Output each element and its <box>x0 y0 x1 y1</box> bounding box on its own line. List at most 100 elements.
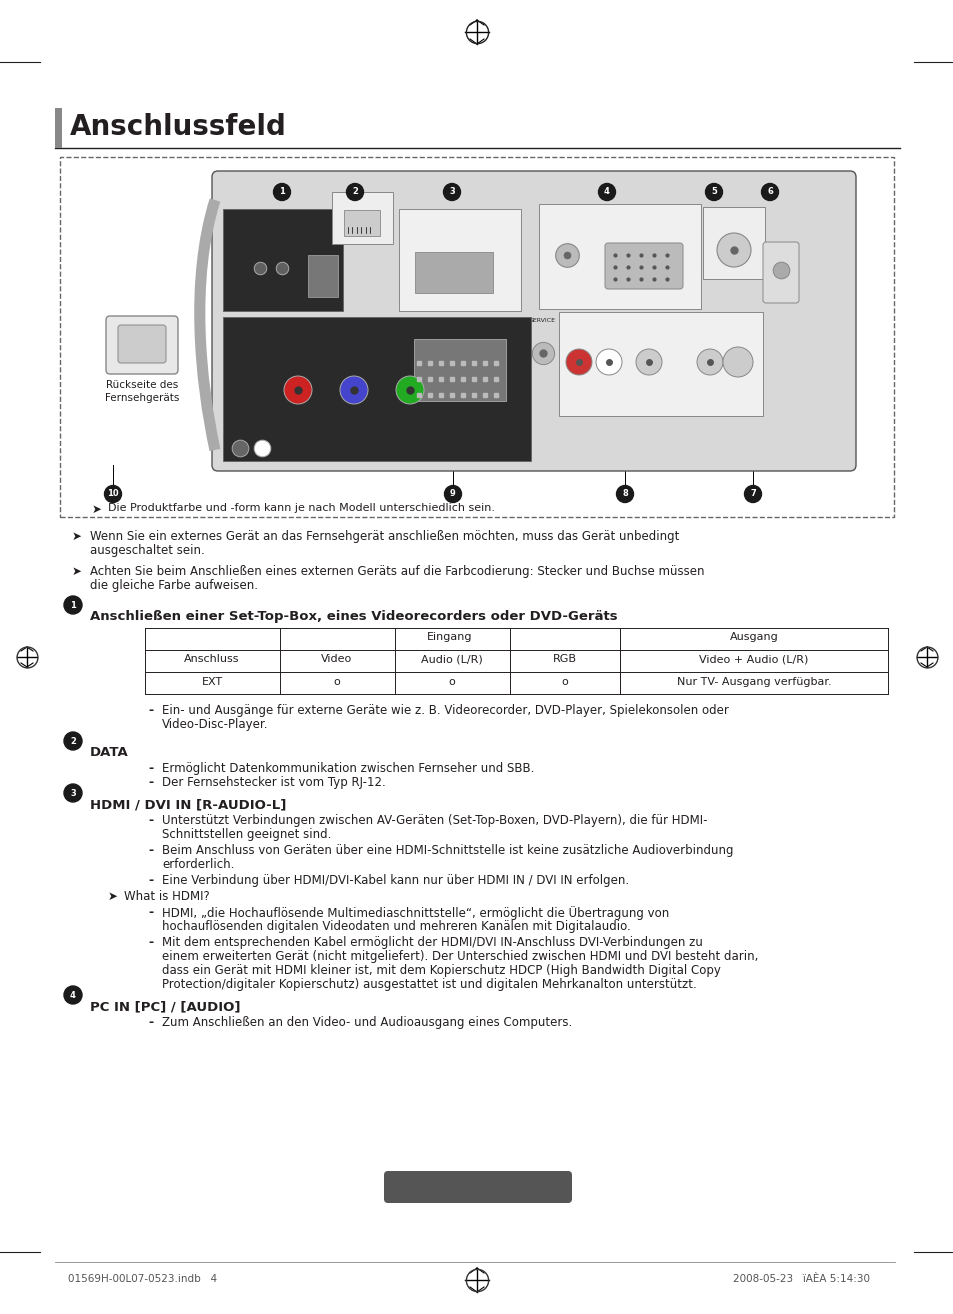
FancyBboxPatch shape <box>415 252 493 293</box>
Text: hochauflösenden digitalen Videodaten und mehreren Kanälen mit Digitalaudio.: hochauflösenden digitalen Videodaten und… <box>162 920 630 933</box>
Text: Eine Verbindung über HDMI/DVI-Kabel kann nur über HDMI IN / DVI IN erfolgen.: Eine Verbindung über HDMI/DVI-Kabel kann… <box>162 874 628 887</box>
Text: ➤: ➤ <box>108 890 118 903</box>
Circle shape <box>346 184 363 201</box>
Text: 5: 5 <box>710 188 717 197</box>
Text: Pb: Pb <box>350 407 358 413</box>
Text: Schnittstellen geeignet sind.: Schnittstellen geeignet sind. <box>162 828 331 841</box>
Text: AUDIO: AUDIO <box>554 219 578 229</box>
Circle shape <box>339 376 368 403</box>
Circle shape <box>444 485 461 502</box>
Text: Anschlussfeld: Anschlussfeld <box>70 113 287 141</box>
Text: 1: 1 <box>279 188 285 197</box>
Text: Zum Anschließen an den Video- und Audioausgang eines Computers.: Zum Anschließen an den Video- und Audioa… <box>162 1016 572 1029</box>
Text: -: - <box>148 905 153 918</box>
Text: ➤: ➤ <box>91 503 102 516</box>
Text: 6: 6 <box>766 188 772 197</box>
Text: ➤: ➤ <box>71 565 82 578</box>
Text: SERVICE: SERVICE <box>530 318 556 323</box>
Text: HDMI/DVI IN: HDMI/DVI IN <box>428 215 491 223</box>
Text: PC: PC <box>644 219 655 229</box>
Text: PC IN: PC IN <box>606 208 633 217</box>
Text: DVI: DVI <box>228 226 246 235</box>
Text: 2: 2 <box>352 188 357 197</box>
Text: Ein- und Ausgänge für externe Geräte wie z. B. Videorecorder, DVD-Player, Spiele: Ein- und Ausgänge für externe Geräte wie… <box>162 704 728 717</box>
FancyBboxPatch shape <box>223 209 343 311</box>
Text: Wenn Sie ein externes Gerät an das Fernsehgerät anschließen möchten, muss das Ge: Wenn Sie ein externes Gerät an das Ferns… <box>90 530 679 543</box>
Text: -: - <box>148 874 153 887</box>
Text: 3: 3 <box>71 788 76 798</box>
Text: Achten Sie beim Anschließen eines externen Geräts auf die Farbcodierung: Stecker: Achten Sie beim Anschließen eines extern… <box>90 565 703 578</box>
FancyBboxPatch shape <box>212 171 855 470</box>
Text: -: - <box>148 762 153 775</box>
Text: -: - <box>148 844 153 857</box>
FancyBboxPatch shape <box>55 108 62 148</box>
Text: Unterstützt Verbindungen zwischen AV-Geräten (Set-Top-Boxen, DVD-Playern), die f: Unterstützt Verbindungen zwischen AV-Ger… <box>162 813 707 827</box>
Circle shape <box>717 233 750 267</box>
Text: o: o <box>448 677 455 687</box>
FancyBboxPatch shape <box>538 204 700 309</box>
Circle shape <box>760 184 778 201</box>
Text: -: - <box>148 777 153 788</box>
Text: VIDEO: VIDEO <box>660 317 682 323</box>
Text: DATA: DATA <box>352 196 372 205</box>
Text: 2: 2 <box>70 737 76 745</box>
Text: HDMI / DVI IN [R-AUDIO-L]: HDMI / DVI IN [R-AUDIO-L] <box>90 798 286 811</box>
Text: Anschließen einer Set-Top-Box, eines Videorecorders oder DVD-Geräts: Anschließen einer Set-Top-Box, eines Vid… <box>90 610 617 623</box>
Text: ausgeschaltet sein.: ausgeschaltet sein. <box>90 544 205 557</box>
FancyBboxPatch shape <box>332 192 393 244</box>
Circle shape <box>105 485 121 502</box>
Text: EXT: EXT <box>201 677 222 687</box>
Circle shape <box>64 784 82 802</box>
Circle shape <box>64 597 82 614</box>
Text: erforderlich.: erforderlich. <box>162 858 234 871</box>
Text: IN: IN <box>228 237 239 244</box>
Circle shape <box>64 732 82 750</box>
FancyBboxPatch shape <box>344 210 379 237</box>
Circle shape <box>274 184 291 201</box>
Text: Video + Audio (L/R): Video + Audio (L/R) <box>699 654 808 664</box>
Text: R  - AUDIO - L: R - AUDIO - L <box>229 215 276 221</box>
Text: ➤: ➤ <box>71 530 82 543</box>
FancyBboxPatch shape <box>106 315 178 374</box>
Text: dass ein Gerät mit HDMI kleiner ist, mit dem Kopierschutz HDCP (High Bandwidth D: dass ein Gerät mit HDMI kleiner ist, mit… <box>162 964 720 978</box>
FancyBboxPatch shape <box>308 255 337 297</box>
Text: Pr: Pr <box>294 407 301 413</box>
Circle shape <box>598 184 615 201</box>
Text: 3: 3 <box>449 188 455 197</box>
Text: Video-Disc-Player.: Video-Disc-Player. <box>162 717 268 731</box>
Text: -: - <box>148 704 153 717</box>
Circle shape <box>443 184 460 201</box>
FancyBboxPatch shape <box>398 319 520 417</box>
Text: Mit dem entsprechenden Kabel ermöglicht der HDMI/DVI IN-Anschluss DVI-Verbindung: Mit dem entsprechenden Kabel ermöglicht … <box>162 936 702 949</box>
Text: IN: IN <box>227 332 234 338</box>
Text: o: o <box>334 677 340 687</box>
Text: (RGB): (RGB) <box>405 334 427 343</box>
FancyBboxPatch shape <box>223 317 531 461</box>
Text: Audio (L/R): Audio (L/R) <box>420 654 482 664</box>
Circle shape <box>636 350 661 374</box>
Text: 8: 8 <box>621 490 627 498</box>
Text: Ausgang: Ausgang <box>729 632 778 643</box>
Text: -: - <box>148 813 153 827</box>
Circle shape <box>565 350 592 374</box>
Text: Ermöglicht Datenkommunikation zwischen Fernseher und SBB.: Ermöglicht Datenkommunikation zwischen F… <box>162 762 534 775</box>
FancyBboxPatch shape <box>604 243 682 289</box>
Circle shape <box>705 184 721 201</box>
Text: 4: 4 <box>70 991 76 1000</box>
Text: DATA: DATA <box>90 746 129 759</box>
Text: 10: 10 <box>107 490 119 498</box>
Circle shape <box>64 986 82 1004</box>
Text: Protection/digitaler Kopierschutz) ausgestattet ist und digitalen Mehrkanalton u: Protection/digitaler Kopierschutz) ausge… <box>162 978 696 991</box>
Circle shape <box>284 376 312 403</box>
Text: 1: 1 <box>70 600 76 610</box>
Text: EXT: EXT <box>405 325 420 332</box>
Text: -: - <box>148 1016 153 1029</box>
Circle shape <box>697 350 722 374</box>
Text: Deutsch - 4: Deutsch - 4 <box>437 1185 517 1198</box>
Text: Video: Video <box>321 654 353 664</box>
Circle shape <box>596 350 621 374</box>
Text: AV IN: AV IN <box>649 409 672 417</box>
FancyBboxPatch shape <box>762 242 799 304</box>
Text: PC IN [PC] / [AUDIO]: PC IN [PC] / [AUDIO] <box>90 1000 240 1013</box>
Text: Der Fernsehstecker ist vom Typ RJ-12.: Der Fernsehstecker ist vom Typ RJ-12. <box>162 777 385 788</box>
